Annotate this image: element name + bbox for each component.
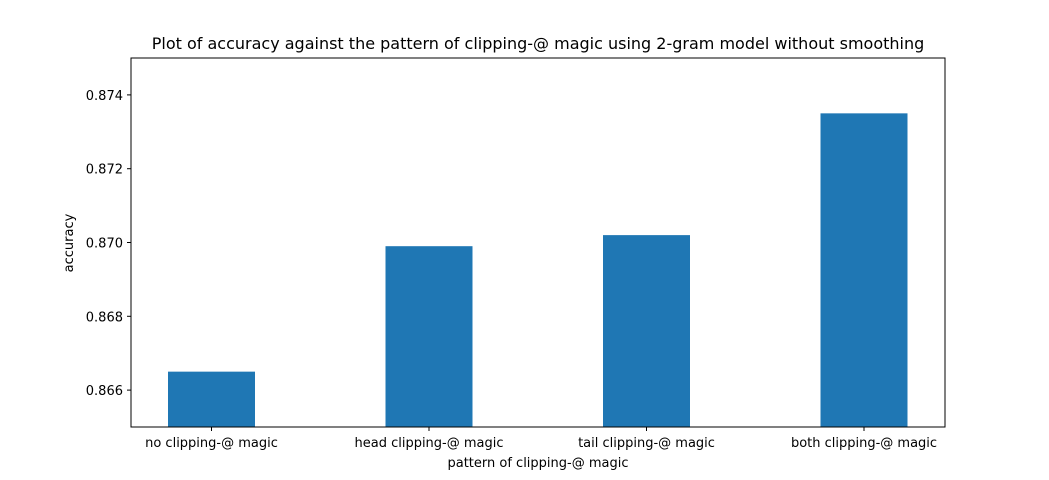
bar — [603, 235, 690, 427]
x-tick-label: head clipping-@ magic — [354, 436, 503, 451]
y-axis-label: accuracy — [62, 213, 77, 272]
y-axis-ticks: 0.866 0.868 0.870 0.872 0.874 — [86, 89, 131, 399]
bar — [820, 113, 908, 427]
y-tick-label: 0.868 — [86, 310, 123, 325]
y-tick-label: 0.874 — [86, 89, 123, 104]
x-tick-label: both clipping-@ magic — [791, 436, 937, 451]
chart-title: Plot of accuracy against the pattern of … — [152, 34, 925, 53]
y-tick-label: 0.870 — [86, 237, 123, 252]
x-axis-label: pattern of clipping-@ magic — [447, 456, 628, 471]
x-tick-label: no clipping-@ magic — [145, 436, 278, 451]
y-tick-label: 0.866 — [86, 384, 123, 399]
x-axis-ticks: no clipping-@ magic head clipping-@ magic… — [145, 427, 937, 451]
x-tick-label: tail clipping-@ magic — [578, 436, 715, 451]
bar — [385, 246, 473, 427]
bar — [168, 371, 255, 427]
y-tick-label: 0.872 — [86, 163, 123, 178]
bars-group — [168, 113, 908, 427]
plot-frame — [130, 57, 946, 428]
